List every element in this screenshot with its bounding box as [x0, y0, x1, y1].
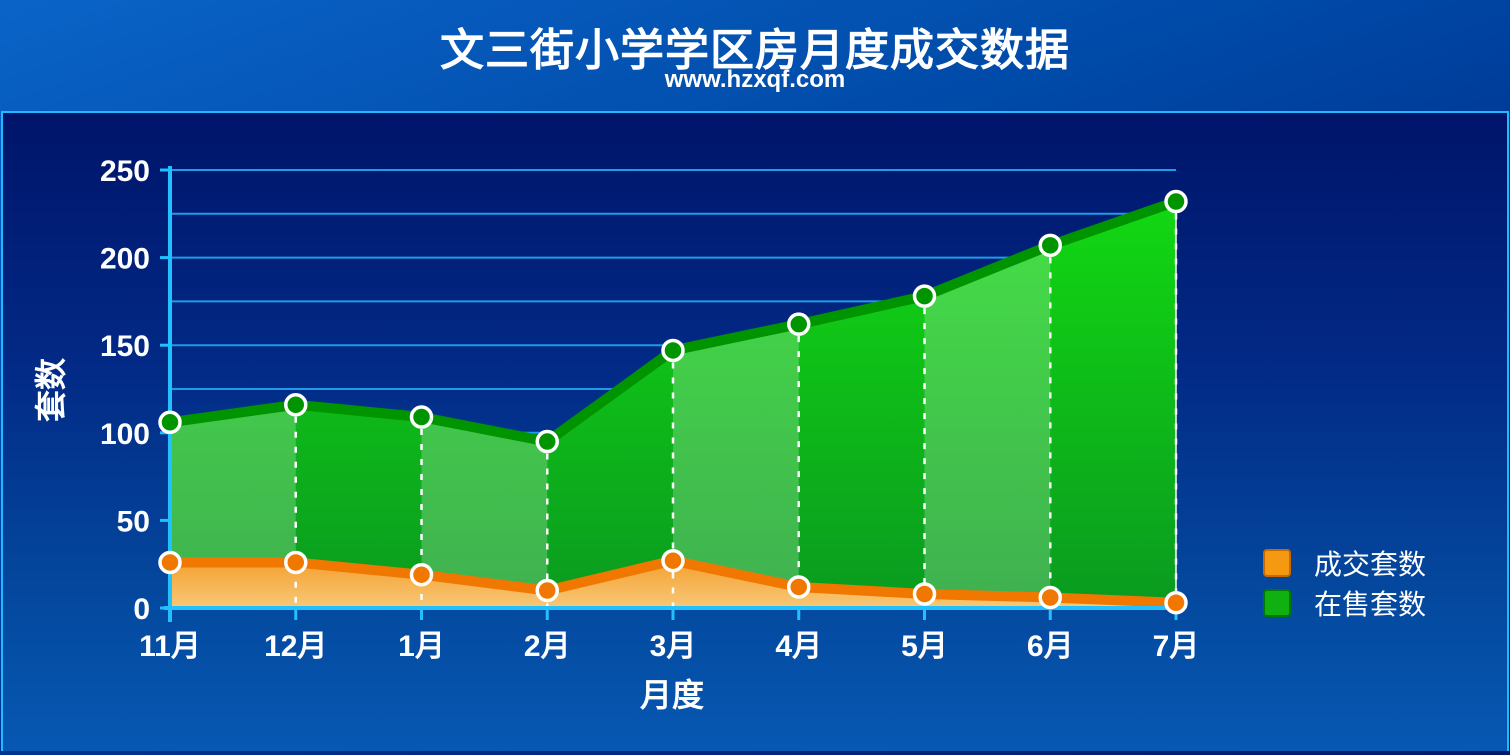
x-tick-label: 1月: [398, 630, 445, 663]
x-tick-label: 12月: [264, 630, 327, 663]
x-tick-label: 2月: [524, 630, 571, 663]
listed-point: [1164, 189, 1188, 214]
sold-point: [1164, 590, 1188, 615]
marker-layer: [158, 189, 1188, 615]
listed-point: [787, 312, 811, 336]
sold-point: [409, 562, 434, 587]
legend-label: 成交套数: [1314, 548, 1426, 581]
y-tick-label: 200: [100, 243, 150, 276]
label-layer: 月度 套数 0 50 100 150 200 250 11月 12月 1月 2月 3月 4月 5月 6月 7…: [33, 155, 1199, 713]
listed-point: [409, 405, 434, 429]
listed-point: [535, 429, 559, 454]
chart-subtitle: www.hzxqf.com: [664, 66, 846, 93]
listed-band: [421, 417, 548, 608]
y-tick-label: 150: [100, 330, 150, 363]
listed-band: [170, 404, 296, 608]
listed-point: [158, 410, 182, 435]
sold-point: [787, 575, 811, 599]
y-tick-label: 50: [117, 505, 150, 538]
legend-swatch: [1263, 589, 1291, 617]
sold-point: [158, 550, 182, 575]
sold-point: [661, 548, 685, 573]
x-tick-label: 7月: [1153, 630, 1200, 663]
legend-label: 在售套数: [1314, 588, 1426, 621]
x-tick-label: 3月: [650, 630, 697, 663]
x-tick-label: 4月: [775, 630, 822, 663]
sold-point: [284, 550, 308, 575]
listed-point: [912, 284, 937, 308]
listed-band: [673, 324, 799, 608]
sold-point: [912, 582, 937, 606]
listed-band: [924, 245, 1051, 608]
chart-header: 文三街小学学区房月度成交数据 www.hzxqf.com: [0, 0, 1510, 110]
x-tick-label: 11月: [139, 630, 201, 663]
sold-point: [535, 578, 559, 603]
axis-layer: [160, 166, 1178, 622]
area-layer: [169, 196, 1178, 608]
listed-point: [284, 393, 308, 417]
y-tick-label: 100: [100, 418, 150, 451]
x-tick-label: 5月: [901, 630, 948, 663]
x-axis-label: 月度: [640, 677, 704, 713]
x-tick-label: 6月: [1027, 630, 1074, 663]
y-tick-label: 0: [133, 593, 150, 626]
sold-point: [1038, 585, 1062, 610]
chart-title: 文三街小学学区房月度成交数据: [440, 25, 1070, 76]
y-axis-label: 套数: [33, 357, 69, 422]
legend-swatch: [1263, 549, 1291, 577]
listed-point: [1038, 233, 1062, 258]
listed-point: [661, 338, 685, 363]
y-tick-label: 250: [100, 155, 150, 188]
